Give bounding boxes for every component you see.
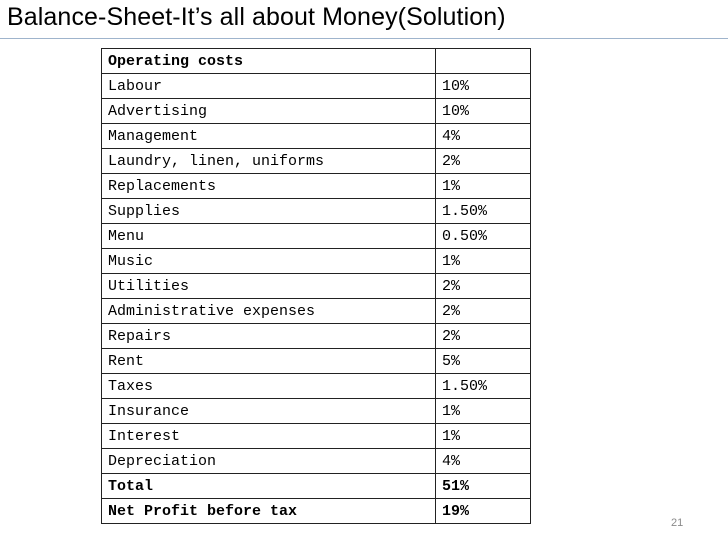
title-divider <box>0 38 728 39</box>
cost-value-cell: 1% <box>435 398 531 424</box>
table-row: Replacements 1% <box>101 173 531 199</box>
table-row: Interest 1% <box>101 423 531 449</box>
table-row: Administrative expenses 2% <box>101 298 531 324</box>
cost-value-cell: 2% <box>435 148 531 174</box>
cost-label-cell: Replacements <box>101 173 436 199</box>
cost-label-cell: Labour <box>101 73 436 99</box>
table-row: Supplies 1.50% <box>101 198 531 224</box>
page-number: 21 <box>671 517 684 529</box>
table-row: Utilities 2% <box>101 273 531 299</box>
table-row: Net Profit before tax 19% <box>101 498 531 524</box>
slide-title: Balance-Sheet-It’s all about Money(Solut… <box>7 3 506 31</box>
cost-value-cell: 51% <box>435 473 531 499</box>
cost-label-cell: Music <box>101 248 436 274</box>
table-row: Laundry, linen, uniforms 2% <box>101 148 531 174</box>
cost-value-cell: 19% <box>435 498 531 524</box>
cost-label-cell: Menu <box>101 223 436 249</box>
table-row: Operating costs <box>101 48 531 74</box>
table-row: Repairs 2% <box>101 323 531 349</box>
cost-value-cell: 10% <box>435 98 531 124</box>
cost-label-cell: Administrative expenses <box>101 298 436 324</box>
cost-label-cell: Net Profit before tax <box>101 498 436 524</box>
table-row: Rent 5% <box>101 348 531 374</box>
cost-label-cell: Depreciation <box>101 448 436 474</box>
cost-label-cell: Interest <box>101 423 436 449</box>
cost-value-cell <box>435 48 531 74</box>
operating-costs-table-body: Operating costs Labour 10% Advertising 10% Ma… <box>101 48 531 524</box>
table-row: Music 1% <box>101 248 531 274</box>
table-row: Labour 10% <box>101 73 531 99</box>
table-row: Menu 0.50% <box>101 223 531 249</box>
table-row: Total 51% <box>101 473 531 499</box>
cost-label-cell: Operating costs <box>101 48 436 74</box>
cost-label-cell: Rent <box>101 348 436 374</box>
cost-value-cell: 1% <box>435 248 531 274</box>
table-row: Management 4% <box>101 123 531 149</box>
cost-value-cell: 4% <box>435 448 531 474</box>
cost-value-cell: 2% <box>435 273 531 299</box>
cost-value-cell: 5% <box>435 348 531 374</box>
cost-value-cell: 1% <box>435 423 531 449</box>
cost-label-cell: Insurance <box>101 398 436 424</box>
cost-label-cell: Supplies <box>101 198 436 224</box>
cost-value-cell: 1.50% <box>435 198 531 224</box>
cost-label-cell: Utilities <box>101 273 436 299</box>
cost-label-cell: Laundry, linen, uniforms <box>101 148 436 174</box>
cost-value-cell: 0.50% <box>435 223 531 249</box>
table-row: Advertising 10% <box>101 98 531 124</box>
table-row: Insurance 1% <box>101 398 531 424</box>
cost-label-cell: Management <box>101 123 436 149</box>
cost-value-cell: 1.50% <box>435 373 531 399</box>
cost-label-cell: Taxes <box>101 373 436 399</box>
table-row: Taxes 1.50% <box>101 373 531 399</box>
cost-value-cell: 2% <box>435 323 531 349</box>
cost-label-cell: Total <box>101 473 436 499</box>
cost-value-cell: 4% <box>435 123 531 149</box>
cost-value-cell: 10% <box>435 73 531 99</box>
table-row: Depreciation 4% <box>101 448 531 474</box>
cost-value-cell: 1% <box>435 173 531 199</box>
operating-costs-table: Operating costs Labour 10% Advertising 10% Ma… <box>101 48 531 524</box>
cost-label-cell: Advertising <box>101 98 436 124</box>
cost-value-cell: 2% <box>435 298 531 324</box>
cost-label-cell: Repairs <box>101 323 436 349</box>
